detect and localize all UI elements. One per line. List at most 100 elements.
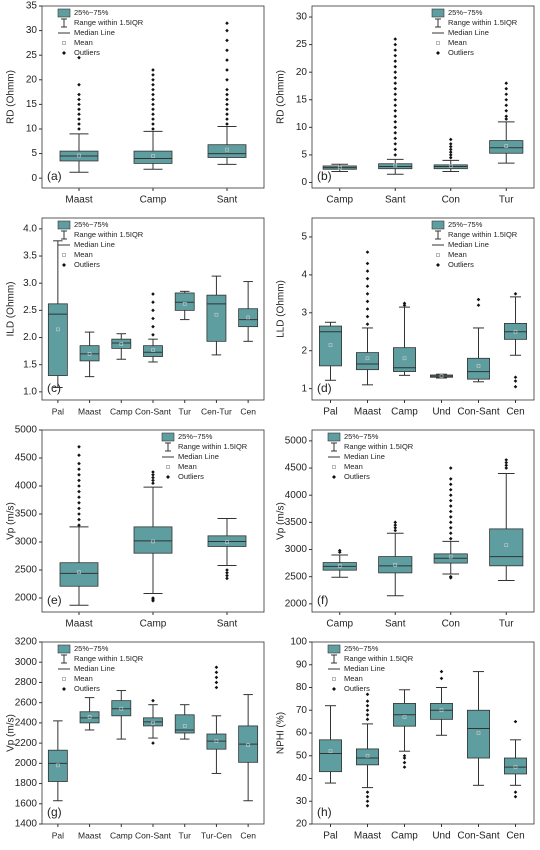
y-tick-label: 100 [290,637,307,648]
mean-marker [365,753,370,758]
legend-symbol [332,687,336,691]
outlier [225,122,229,126]
legend-label: Outliers [448,48,474,57]
y-tick-label: 2400 [15,718,38,729]
outlier [439,676,444,681]
outlier [77,473,81,477]
y-tick-label: 20 [296,819,308,830]
x-tick-label: Con-Sant [457,407,499,418]
legend-label: 25%~75% [344,432,379,441]
x-tick-label: Sant [385,619,406,630]
outlier [393,70,398,74]
outlier [513,790,518,794]
outlier [77,445,81,449]
outlier [393,525,398,530]
panel-label: (b) [317,169,332,183]
outlier [365,269,370,273]
box [174,292,195,311]
outlier [77,478,81,483]
legend-label: Mean [448,250,467,259]
outlier [365,322,370,326]
panel-label: (a) [47,169,62,183]
outlier [448,142,453,146]
mean-marker [365,356,370,361]
outlier [393,81,398,86]
outlier [77,461,81,466]
legend-label: 25%~75% [448,220,483,229]
y-tick-label: 5 [301,232,307,243]
x-tick-label: Camp [326,195,353,206]
outlier [151,478,155,483]
x-tick-label: Maast [78,406,102,416]
legend-label: Mean [74,674,93,683]
mean-marker [328,749,333,754]
y-tick-label: 1 [301,383,307,394]
mean-marker [214,312,219,317]
x-tick-label: Cen [506,407,524,418]
panel-label: (h) [317,805,332,819]
box [429,703,453,720]
outlier [365,276,370,281]
outlier [77,127,81,131]
outlier [393,520,398,525]
legend-symbol [332,465,336,469]
legend-label: Outliers [74,260,100,269]
outlier [448,531,453,536]
legend-label: Median Line [448,240,489,249]
outlier [151,82,155,87]
legend-label: Mean [448,38,467,47]
outlier [151,300,155,305]
outlier [393,86,398,91]
outlier [393,64,398,69]
outlier [393,120,398,124]
y-tick-label: 2500 [15,565,38,576]
box [111,700,132,717]
outlier [448,153,453,157]
outlier [393,42,398,47]
outlier [365,314,370,319]
x-tick-label: Pal [52,406,64,416]
outlier [151,68,155,72]
box [47,303,68,376]
y-tick-label: 2000 [15,593,38,604]
x-tick-label: Camp [110,830,133,840]
outlier [214,670,219,675]
legend-swatch [57,8,71,18]
legend-swatch [327,644,341,654]
y-tick-label: 4500 [15,453,38,464]
outlier [225,576,229,581]
y-tick-label: 1400 [15,819,38,830]
outlier [77,506,81,511]
outlier [77,117,81,121]
x-tick-label: Tur [178,406,191,416]
legend-label: Mean [178,462,197,471]
mean-marker [448,554,453,559]
outlier [402,760,407,765]
mean-marker [513,329,518,334]
legend-label: Outliers [448,260,474,269]
outlier [151,77,155,82]
outlier [225,92,229,97]
legend-label: Median Line [178,452,219,461]
outlier [365,692,370,697]
outlier [448,536,453,541]
box [489,140,524,154]
y-axis-label: Vp (m/s) [6,714,17,752]
outlier [393,528,398,533]
y-tick-label: 3500 [15,509,38,520]
y-tick-label: 4500 [285,463,308,474]
mean-marker [402,356,407,361]
legend-symbol [436,253,440,257]
box [79,345,100,362]
legend-symbol [166,465,170,469]
y-tick-label: 3000 [15,537,38,548]
y-tick-label: 5 [301,150,307,161]
outlier [77,102,81,107]
mean-marker [513,765,518,769]
y-tick-label: 2800 [15,677,38,688]
y-tick-label: 60 [296,728,308,739]
y-tick-label: 1600 [15,798,38,809]
legend-label: Median Line [74,28,115,37]
legend-swatch [431,220,445,230]
outlier [225,87,229,92]
